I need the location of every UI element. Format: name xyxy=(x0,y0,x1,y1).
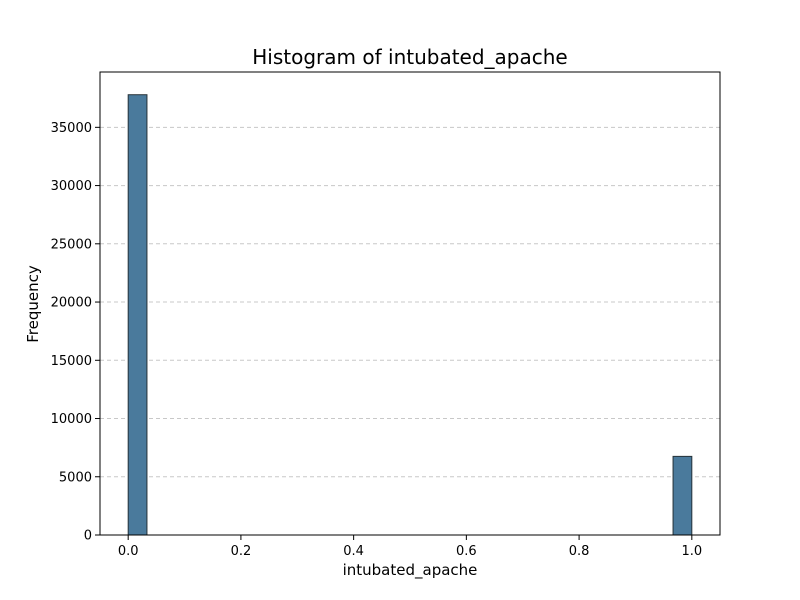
x-tick-label: 0.6 xyxy=(456,544,477,559)
x-axis-ticks: 0.0 0.2 0.4 0.6 0.8 1.0 xyxy=(118,535,702,559)
x-tick-label: 0.2 xyxy=(231,544,252,559)
y-tick-label: 15000 xyxy=(51,354,92,369)
x-tick-label: 0.0 xyxy=(118,544,139,559)
x-tick-label: 0.4 xyxy=(343,544,364,559)
y-tick-label: 25000 xyxy=(51,237,92,252)
x-tick-label: 1.0 xyxy=(681,544,702,559)
chart-title: Histogram of intubated_apache xyxy=(252,45,567,69)
grid-lines xyxy=(100,126,720,478)
plot-frame xyxy=(99,71,721,536)
x-tick-label: 0.8 xyxy=(569,544,590,559)
x-axis-label: intubated_apache xyxy=(343,561,478,580)
histogram-bar xyxy=(127,94,148,536)
y-tick-label: 5000 xyxy=(59,470,92,485)
y-tick-label: 10000 xyxy=(51,412,92,427)
y-tick-label: 20000 xyxy=(51,296,92,311)
y-axis-label: Frequency xyxy=(24,265,42,343)
y-tick-label: 30000 xyxy=(51,179,92,194)
y-tick-label: 35000 xyxy=(51,121,92,136)
y-axis-ticks: 0 5000 10000 15000 20000 25000 30000 35000 xyxy=(51,121,100,544)
y-tick-label: 0 xyxy=(84,529,92,544)
histogram-bar xyxy=(672,455,693,536)
